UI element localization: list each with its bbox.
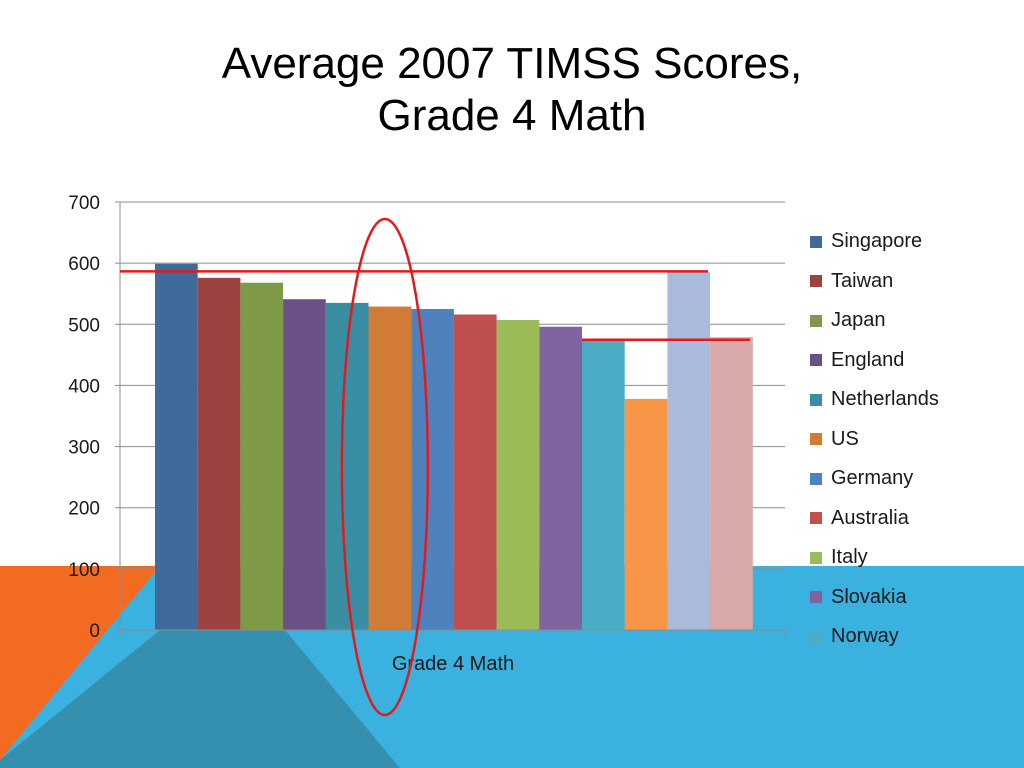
legend-swatch [810, 591, 822, 604]
slide-title: Average 2007 TIMSS Scores, Grade 4 Math [0, 38, 1024, 142]
legend-label: Singapore [831, 230, 923, 253]
bar-japan [240, 282, 284, 630]
legend-item-italy: Italy [810, 538, 1010, 578]
legend-item-norway: Norway [810, 617, 1010, 657]
legend-item-germany: Germany [810, 459, 1010, 499]
legend-label: Slovakia [831, 585, 907, 608]
bar-germany [411, 309, 454, 630]
bar-italy [496, 320, 540, 630]
y-tick-label: 100 [68, 560, 100, 581]
legend-label: Italy [831, 546, 868, 569]
legend-label: Netherlands [831, 388, 939, 411]
x-axis-category-label: Grade 4 Math [392, 653, 514, 675]
y-tick-label: 200 [68, 499, 100, 520]
y-axis-ticks: 0 100 200 300 400 500 600 700 [68, 193, 120, 642]
legend-item-netherlands: Netherlands [810, 380, 1010, 420]
bar-series-14 [710, 337, 753, 630]
legend-item-australia: Australia [810, 499, 1010, 539]
legend-swatch [810, 512, 822, 525]
y-tick-label: 0 [89, 621, 100, 642]
legend-label: Germany [831, 467, 914, 490]
legend-label: Japan [831, 309, 886, 332]
bar-australia [453, 314, 497, 630]
legend-label: Australia [831, 506, 909, 529]
legend-item-taiwan: Taiwan [810, 262, 1010, 302]
chart-axes [119, 202, 786, 636]
chart-annotations [120, 217, 750, 717]
bg-teal-panel [0, 630, 400, 768]
legend-label: England [831, 348, 905, 371]
legend-item-japan: Japan [810, 301, 1010, 341]
y-tick-label: 500 [68, 315, 100, 336]
bar-england [283, 299, 326, 630]
y-tick-label: 300 [68, 438, 100, 459]
legend-swatch [810, 275, 822, 288]
bar-norway [582, 340, 625, 630]
legend-swatch [810, 235, 822, 248]
chart-legend: Singapore Taiwan Japan England Netherlands US… [810, 222, 1010, 657]
legend-swatch [810, 314, 822, 327]
legend-label: Norway [831, 625, 899, 648]
legend-item-england: England [810, 341, 1010, 381]
bar-singapore [155, 263, 198, 630]
legend-swatch [810, 433, 822, 446]
legend-item-us: US [810, 420, 1010, 460]
slide-title-line1: Average 2007 TIMSS Scores, [221, 39, 803, 88]
slide-title-line2: Grade 4 Math [377, 91, 647, 140]
bar-series-12 [624, 398, 668, 630]
legend-swatch [810, 472, 822, 485]
bar-slovakia [539, 326, 582, 630]
bar-series-13 [667, 272, 711, 630]
legend-swatch [810, 630, 822, 643]
y-tick-label: 400 [68, 376, 100, 397]
legend-item-slovakia: Slovakia [810, 578, 1010, 618]
bar-taiwan [197, 277, 241, 630]
legend-label: Taiwan [831, 269, 894, 292]
legend-swatch [810, 393, 822, 406]
chart-bars [155, 263, 753, 630]
y-tick-label: 700 [68, 193, 100, 214]
bar-us [368, 306, 412, 630]
legend-swatch [810, 354, 822, 367]
legend-item-singapore: Singapore [810, 222, 1010, 262]
legend-label: US [831, 427, 859, 450]
y-tick-label: 600 [68, 254, 100, 275]
highlight-ellipse [340, 217, 430, 717]
legend-swatch [810, 551, 822, 564]
